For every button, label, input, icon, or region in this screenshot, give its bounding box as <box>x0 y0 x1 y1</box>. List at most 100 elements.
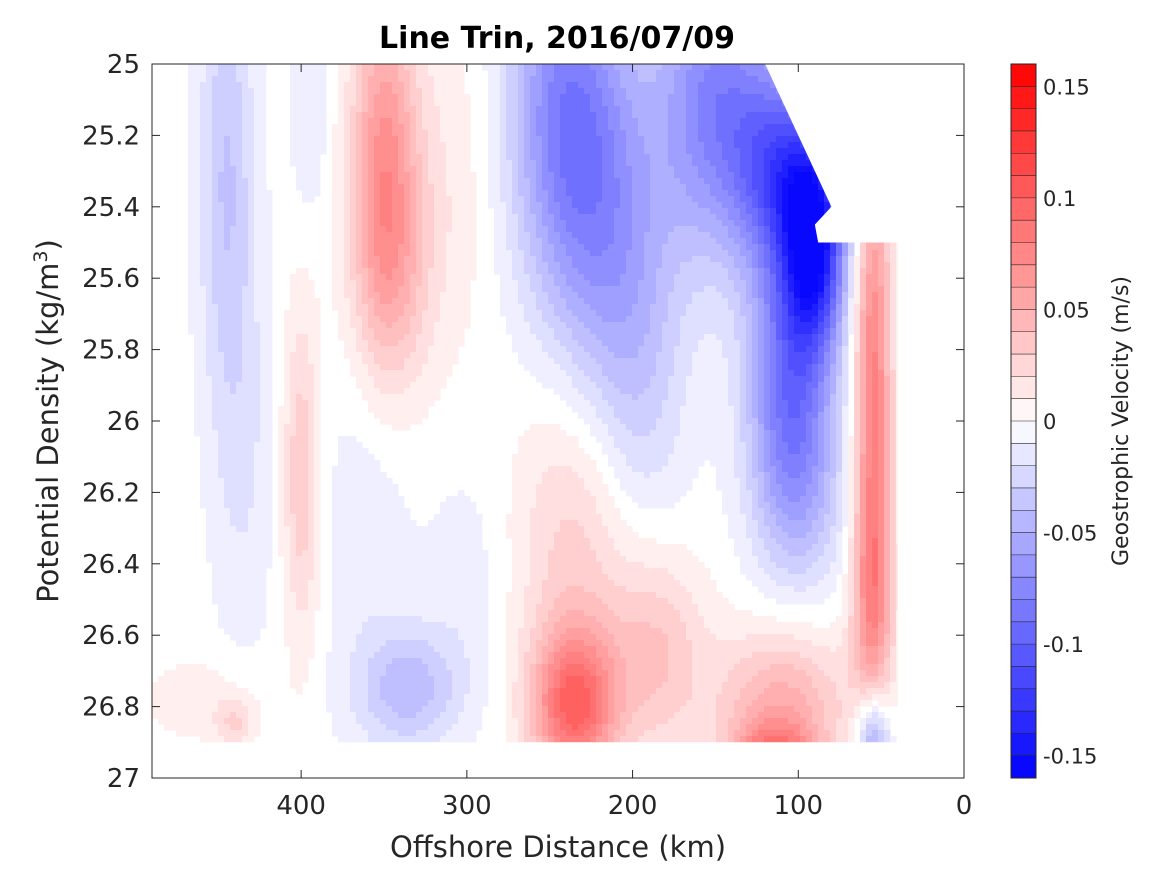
contour-cell <box>194 100 201 107</box>
contour-cell <box>380 268 387 275</box>
contour-cell <box>422 316 429 323</box>
contour-cell <box>680 160 687 167</box>
contour-cell <box>710 280 717 287</box>
contour-cell <box>752 70 759 77</box>
contour-cell <box>686 112 693 119</box>
contour-cell <box>212 334 219 341</box>
contour-cell <box>440 76 447 83</box>
contour-cell <box>230 64 237 71</box>
contour-cell <box>458 94 465 101</box>
contour-cell <box>758 100 765 107</box>
contour-cell <box>356 196 363 203</box>
contour-cell <box>776 298 783 305</box>
contour-cell <box>200 118 207 125</box>
contour-cell <box>308 322 315 329</box>
contour-cell <box>188 142 195 149</box>
contour-cell <box>752 148 759 155</box>
contour-cell <box>194 226 201 233</box>
contour-cell <box>746 268 753 275</box>
contour-cell <box>566 172 573 179</box>
contour-cell <box>212 172 219 179</box>
contour-cell <box>686 292 693 299</box>
contour-cell <box>752 166 759 173</box>
contour-cell <box>332 256 339 263</box>
contour-cell <box>428 166 435 173</box>
contour-cell <box>350 334 357 341</box>
contour-cell <box>422 214 429 221</box>
contour-cell <box>560 316 567 323</box>
contour-cell <box>500 262 507 269</box>
contour-cell <box>512 340 519 347</box>
contour-cell <box>812 232 819 239</box>
contour-cell <box>518 94 525 101</box>
contour-cell <box>350 280 357 287</box>
contour-cell <box>758 232 765 239</box>
contour-cell <box>668 310 675 317</box>
contour-cell <box>524 124 531 131</box>
contour-cell <box>590 172 597 179</box>
contour-cell <box>830 244 837 251</box>
contour-cell <box>434 226 441 233</box>
contour-cell <box>464 226 471 233</box>
contour-cell <box>554 130 561 137</box>
contour-cell <box>824 292 831 299</box>
contour-cell <box>542 298 549 305</box>
contour-cell <box>812 292 819 299</box>
contour-cell <box>440 322 447 329</box>
contour-cell <box>578 118 585 125</box>
contour-cell <box>758 190 765 197</box>
contour-cell <box>194 220 201 227</box>
contour-cell <box>392 172 399 179</box>
contour-cell <box>368 286 375 293</box>
contour-cell <box>362 238 369 245</box>
contour-cell <box>368 274 375 281</box>
contour-cell <box>194 256 201 263</box>
contour-cell <box>764 244 771 251</box>
contour-cell <box>560 322 567 329</box>
contour-cell <box>194 142 201 149</box>
contour-cell <box>200 220 207 227</box>
contour-cell <box>428 184 435 191</box>
contour-cell <box>830 280 837 287</box>
contour-cell <box>644 70 651 77</box>
contour-cell <box>338 322 345 329</box>
contour-cell <box>356 184 363 191</box>
contour-cell <box>308 280 315 287</box>
contour-cell <box>668 322 675 329</box>
contour-cell <box>788 256 795 263</box>
contour-cell <box>260 64 267 71</box>
contour-cell <box>572 244 579 251</box>
contour-cell <box>830 328 837 335</box>
contour-cell <box>578 244 585 251</box>
contour-cell <box>746 220 753 227</box>
contour-cell <box>548 94 555 101</box>
contour-cell <box>254 70 261 77</box>
contour-cell <box>548 172 555 179</box>
contour-cell <box>566 94 573 101</box>
contour-cell <box>626 238 633 245</box>
contour-cell <box>734 166 741 173</box>
contour-cell <box>302 190 309 197</box>
contour-cell <box>554 262 561 269</box>
contour-cell <box>230 286 237 293</box>
contour-cell <box>440 118 447 125</box>
contour-cell <box>506 322 513 329</box>
contour-cell <box>584 142 591 149</box>
contour-cell <box>626 94 633 101</box>
contour-cell <box>638 76 645 83</box>
contour-cell <box>614 106 621 113</box>
contour-cell <box>362 160 369 167</box>
contour-cell <box>542 88 549 95</box>
contour-cell <box>542 154 549 161</box>
contour-cell <box>398 166 405 173</box>
contour-cell <box>536 106 543 113</box>
contour-cell <box>308 88 315 95</box>
contour-cell <box>404 64 411 71</box>
contour-cell <box>512 250 519 257</box>
contour-cell <box>758 256 765 263</box>
contour-cell <box>626 64 633 71</box>
contour-cell <box>590 130 597 137</box>
contour-cell <box>410 238 417 245</box>
contour-cell <box>242 340 249 347</box>
contour-cell <box>314 94 321 101</box>
